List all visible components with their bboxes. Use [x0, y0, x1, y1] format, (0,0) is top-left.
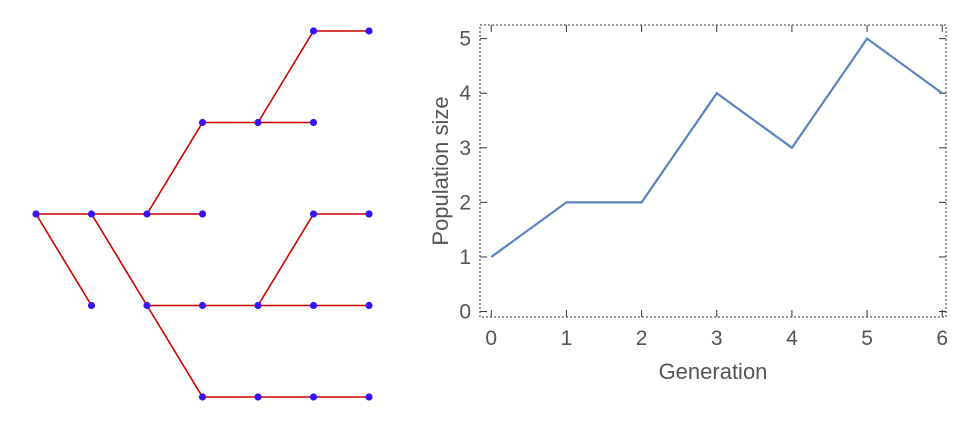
tree-edge	[146, 305, 204, 398]
tree-edges	[35, 30, 369, 398]
tree-node	[309, 393, 318, 401]
tree-node	[198, 118, 207, 127]
tree-node	[32, 210, 40, 218]
tree-node	[365, 393, 373, 401]
y-tick-label: 1	[459, 246, 471, 269]
x-tick-label: 3	[711, 327, 723, 350]
family-tree-diagram	[32, 27, 373, 401]
y-tick-label: 4	[459, 82, 471, 105]
y-tick-label: 0	[459, 301, 471, 324]
y-axis-label: Population size	[428, 96, 453, 245]
tree-node	[87, 301, 96, 310]
tree-nodes	[32, 27, 373, 401]
y-tick-label: 2	[459, 191, 471, 214]
x-tick-label: 0	[485, 327, 497, 350]
x-tick-label: 4	[786, 327, 798, 350]
x-tick-label: 5	[861, 327, 873, 350]
tree-node	[309, 210, 318, 218]
tree-node	[198, 393, 207, 401]
y-tick-label: 3	[459, 137, 471, 160]
tree-edge	[257, 213, 315, 306]
tree-node	[365, 301, 373, 310]
tree-node	[309, 118, 318, 127]
tree-node	[309, 301, 318, 310]
tree-node	[254, 301, 262, 310]
tree-node	[309, 27, 318, 35]
tree-edge	[257, 30, 315, 123]
x-axis-label: Generation	[659, 359, 768, 384]
tree-edge	[146, 122, 204, 215]
tree-node	[254, 118, 262, 127]
plot-frame	[479, 24, 947, 318]
y-tick-label: 5	[459, 28, 471, 51]
tree-node	[254, 393, 262, 401]
tree-node	[143, 301, 151, 310]
x-axis-ticks: 0 1 2 3 4 5 6	[485, 25, 948, 350]
tree-node	[143, 210, 151, 218]
tree-node	[198, 210, 207, 218]
x-tick-label: 6	[936, 327, 948, 350]
y-axis-ticks: 0 1 2 3 4 5	[459, 28, 946, 324]
x-tick-label: 1	[561, 327, 573, 350]
tree-edge	[35, 213, 93, 306]
tree-node	[365, 210, 373, 218]
population-chart: 0 1 2 3 4 5 6 0 1 2 3 4 5 Generation Population siz…	[428, 24, 948, 384]
tree-edge	[90, 213, 148, 306]
tree-node	[198, 301, 207, 310]
x-tick-label: 2	[636, 327, 648, 350]
tree-node	[87, 210, 96, 218]
tree-node	[365, 27, 373, 35]
series-line	[490, 37, 943, 258]
